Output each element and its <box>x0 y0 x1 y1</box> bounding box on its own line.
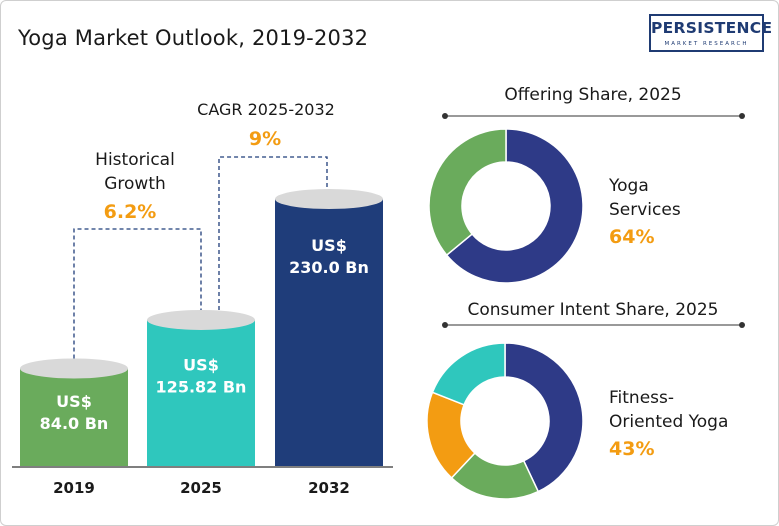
bar-value-label: 84.0 Bn <box>40 414 109 433</box>
bar-2019 <box>20 368 128 466</box>
x-tick-label: 2025 <box>180 479 222 497</box>
donut-segment-value: 64% <box>609 226 654 248</box>
donut-title: Consumer Intent Share, 2025 <box>468 300 719 320</box>
bar-2032 <box>275 199 383 466</box>
x-tick-label: 2019 <box>53 479 95 497</box>
chart-title: Yoga Market Outlook, 2019-2032 <box>18 26 369 50</box>
donut-segment-label: Oriented Yoga <box>609 412 728 432</box>
bar-top-2019 <box>20 358 128 379</box>
divider-dot <box>442 113 448 119</box>
donut2-slice-3 <box>431 342 506 406</box>
bar-value-label: 125.82 Bn <box>156 377 247 396</box>
donut2-slice-0 <box>504 342 584 493</box>
bar-label-currency: US$ <box>56 392 92 411</box>
x-tick-label: 2032 <box>308 479 350 497</box>
cagr-connector <box>218 156 328 310</box>
cagr-value: 9% <box>249 128 281 150</box>
logo-tagline: MARKET RESEARCH <box>664 41 749 47</box>
donut-title: Offering Share, 2025 <box>504 85 681 105</box>
donut-segment-label: Fitness- <box>609 388 674 408</box>
donut1-slice-0 <box>445 128 584 284</box>
cagr-label: CAGR 2025-2032 <box>197 100 335 119</box>
donut1-slice-1 <box>428 128 507 257</box>
divider-dot <box>739 113 745 119</box>
donut-segment-label: Yoga <box>608 176 649 196</box>
bar-value-label: 230.0 Bn <box>289 258 369 277</box>
historical-growth-connector <box>73 228 202 359</box>
persistence-logo: PERSISTENCE MARKET RESEARCH <box>649 14 773 52</box>
bar-top-2025 <box>147 309 255 330</box>
donut-segment-value: 43% <box>609 438 654 460</box>
divider-dot <box>739 322 745 328</box>
logo-wordmark: PERSISTENCE <box>651 19 773 37</box>
bar-top-2032 <box>275 189 383 209</box>
historical-growth-label: Historical <box>95 150 175 170</box>
historical-growth-label: Growth <box>104 174 166 194</box>
donut-segment-label: Services <box>609 200 681 220</box>
historical-growth-value: 6.2% <box>104 201 157 223</box>
bar-label-currency: US$ <box>183 355 219 374</box>
bar-2025 <box>147 319 255 466</box>
bar-label-currency: US$ <box>311 236 347 255</box>
divider-dot <box>442 322 448 328</box>
